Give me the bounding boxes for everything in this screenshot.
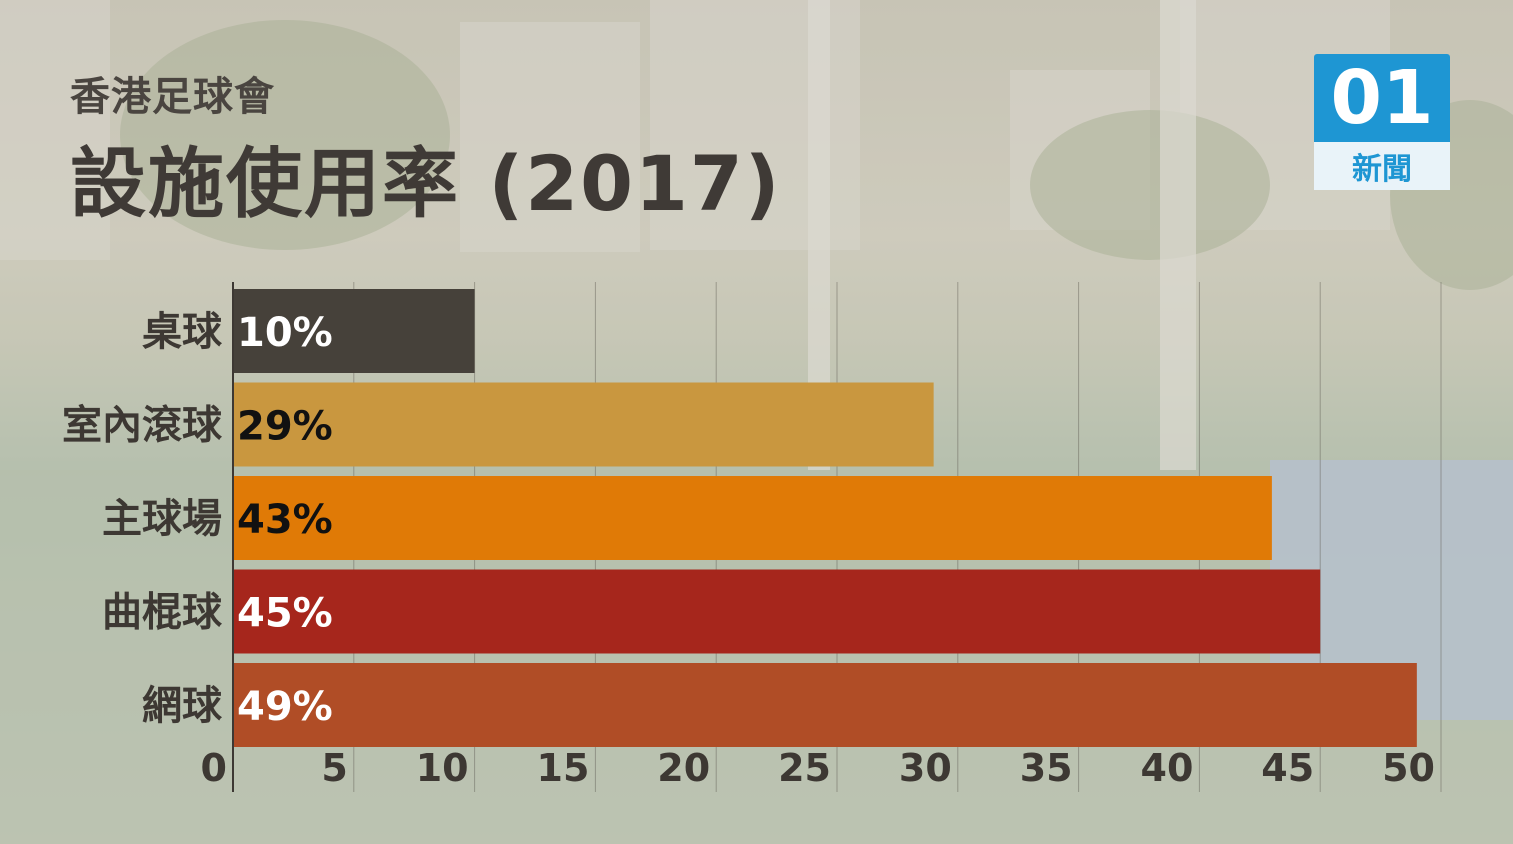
- x-tick-label: 20: [657, 746, 710, 790]
- bar: [233, 289, 475, 373]
- value-label: 29%: [237, 404, 333, 450]
- chart-title: 設施使用率 (2017): [70, 139, 782, 228]
- x-tick-label: 15: [537, 746, 590, 790]
- bar: [233, 569, 1321, 654]
- value-label: 49%: [237, 684, 333, 730]
- background-floodlight-pole: [808, 0, 830, 470]
- category-label: 桌球: [142, 309, 223, 355]
- category-label: 主球場: [102, 496, 222, 542]
- background-tree: [1030, 110, 1270, 260]
- bar: [233, 382, 934, 467]
- x-tick-label: 25: [778, 746, 831, 790]
- category-label: 室內滾球: [62, 403, 223, 449]
- hk01-logo: 01 新聞: [1314, 54, 1450, 190]
- x-tick-label: 45: [1261, 746, 1314, 790]
- x-tick-label: 50: [1382, 746, 1435, 790]
- chart-subtitle: 香港足球會: [70, 74, 275, 120]
- logo-mark: 01: [1330, 55, 1434, 141]
- x-tick-label: 30: [899, 746, 952, 790]
- x-tick-label: 5: [321, 746, 347, 790]
- background-building: [460, 22, 640, 252]
- x-tick-label: 40: [1141, 746, 1194, 790]
- category-label: 網球: [142, 683, 223, 729]
- logo-text: 新聞: [1314, 142, 1450, 190]
- x-tick-label: 0: [201, 746, 227, 790]
- x-tick-label: 10: [416, 746, 469, 790]
- background-tree: [120, 20, 450, 250]
- bar: [233, 663, 1417, 747]
- value-label: 10%: [237, 310, 333, 356]
- background-floodlight-pole: [1160, 0, 1196, 470]
- value-label: 45%: [237, 591, 333, 637]
- bar: [233, 476, 1272, 560]
- category-label: 曲棍球: [102, 590, 223, 636]
- value-label: 43%: [237, 497, 333, 543]
- background-building: [0, 0, 110, 260]
- x-tick-label: 35: [1020, 746, 1073, 790]
